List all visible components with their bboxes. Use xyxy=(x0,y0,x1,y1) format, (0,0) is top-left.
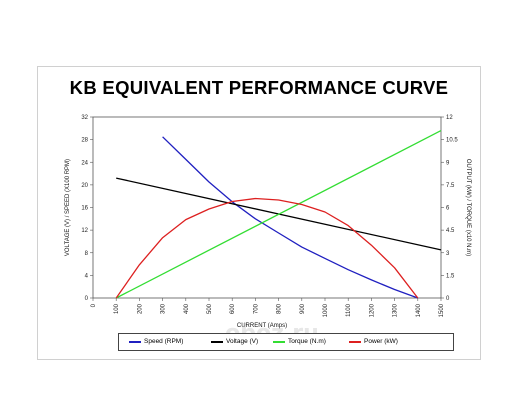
legend-label: Power (kW) xyxy=(364,338,398,345)
legend-label: Speed (RPM) xyxy=(144,338,184,345)
y2-tick-label: 10.5 xyxy=(446,138,458,144)
x-tick-label: 700 xyxy=(253,303,259,314)
x-tick-label: 1500 xyxy=(439,303,445,317)
y-tick-label: 16 xyxy=(81,206,88,212)
y-tick-label: 4 xyxy=(85,273,89,279)
legend-label: Voltage (V) xyxy=(226,338,259,345)
x-tick-label: 1200 xyxy=(369,303,375,317)
legend-swatch xyxy=(211,340,223,343)
y-tick-label: 8 xyxy=(85,251,89,257)
legend-item: Power (kW) xyxy=(349,338,398,345)
legend-label: Torque (N.m) xyxy=(288,338,326,345)
chart-frame xyxy=(37,66,481,360)
series-line-torque-n-m xyxy=(115,130,442,299)
legend-swatch xyxy=(129,340,141,343)
x-tick-label: 800 xyxy=(277,303,283,314)
y-tick-label: 12 xyxy=(81,228,88,234)
x-tick-label: 0 xyxy=(91,303,97,307)
y2-tick-label: 1.5 xyxy=(446,273,455,279)
y2-tick-label: 7.5 xyxy=(446,183,455,189)
x-tick-label: 1000 xyxy=(323,303,329,317)
x-tick-label: 600 xyxy=(230,303,236,314)
legend-item: Speed (RPM) xyxy=(129,338,183,345)
x-tick-label: 1100 xyxy=(346,303,352,317)
x-tick-label: 900 xyxy=(300,303,306,314)
plot-area xyxy=(92,116,442,299)
x-tick-label: 500 xyxy=(207,303,213,314)
y2-axis-label: OUTPUT (kW) / TORQUE (x10 N.m) xyxy=(465,159,471,256)
y2-tick-label: 12 xyxy=(446,115,453,121)
legend-swatch xyxy=(273,340,285,343)
series-line-power-kw xyxy=(115,197,419,299)
x-tick-label: 1300 xyxy=(393,303,399,317)
chart-title: KB EQUIVALENT PERFORMANCE CURVE xyxy=(69,77,449,98)
y2-tick-label: 0 xyxy=(446,296,450,302)
y-tick-label: 24 xyxy=(81,160,88,166)
legend-item: Torque (N.m) xyxy=(273,338,326,345)
y2-tick-label: 3 xyxy=(446,251,450,257)
y2-tick-label: 6 xyxy=(446,206,450,212)
x-tick-label: 200 xyxy=(137,303,143,314)
y-tick-label: 28 xyxy=(81,138,88,144)
x-tick-label: 400 xyxy=(184,303,190,314)
y2-tick-label: 4.5 xyxy=(446,228,455,234)
x-tick-label: 1400 xyxy=(416,303,422,317)
y-tick-label: 20 xyxy=(81,183,88,189)
y-axis-label: VOLTAGE (V) / SPEED (X100 RPM) xyxy=(65,159,71,256)
y-tick-label: 0 xyxy=(85,296,89,302)
x-axis-label: CURRENT (Amps) xyxy=(237,323,287,329)
legend-item: Voltage (V) xyxy=(211,338,258,345)
x-tick-label: 100 xyxy=(114,303,120,314)
y2-tick-label: 9 xyxy=(446,160,450,166)
legend: Speed (RPM) Voltage (V) Torque (N.m) Power … xyxy=(118,333,454,351)
series-line-speed-rpm xyxy=(162,136,419,299)
x-tick-label: 300 xyxy=(161,303,167,314)
legend-swatch xyxy=(349,340,361,343)
y-tick-label: 32 xyxy=(81,115,88,121)
